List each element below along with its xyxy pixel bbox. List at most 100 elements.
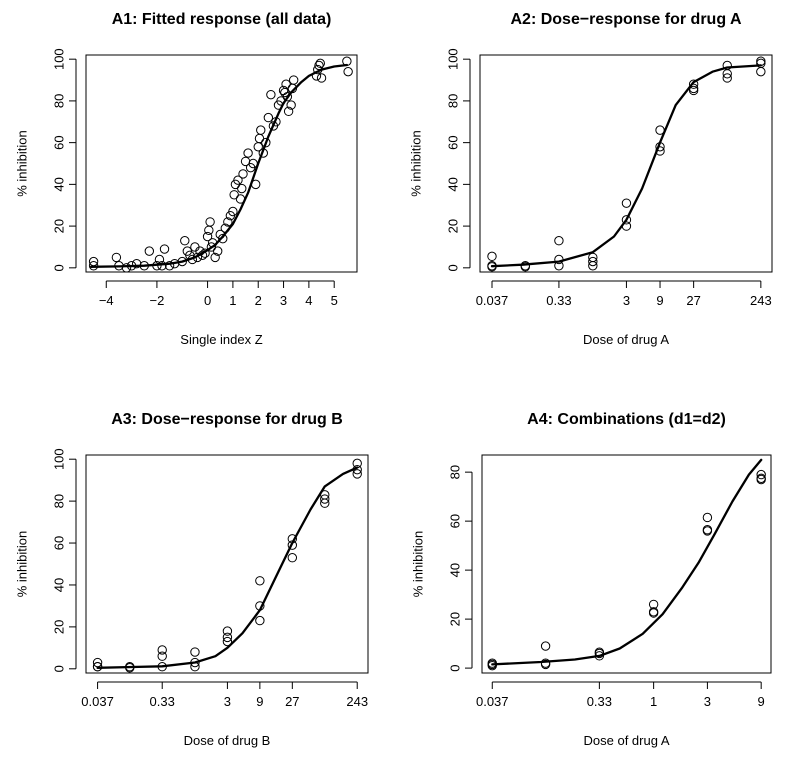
panel-a2: A2: Dose−response for drug A 0.037 0.33 3 9 2… (409, 11, 773, 347)
chart-0-data-point (210, 252, 220, 263)
chart-2-title: A3: Dose−response for drug B (111, 411, 343, 428)
chart-0-data-point (204, 225, 214, 235)
chart-2-data-point (190, 647, 200, 657)
chart-2-data-point (255, 576, 265, 586)
chart-0-data-point (207, 238, 218, 248)
chart-1-x-tick-label: 243 (750, 293, 772, 308)
chart-2-data-point (320, 494, 330, 504)
chart-3-x-tick-label: 3 (704, 694, 711, 709)
chart-0-data-point (263, 112, 274, 123)
chart-2-data-point (222, 632, 233, 643)
chart-0-data-point (235, 194, 246, 204)
chart-1-y-tick-label: 0 (446, 264, 461, 271)
chart-0-y-tick-label: 100 (52, 48, 67, 70)
chart-2-data-point (157, 645, 167, 655)
chart-0-data-point (311, 71, 322, 81)
chart-2-x-tick-label: 27 (285, 694, 299, 709)
chart-1-data-point (621, 221, 632, 231)
chart-1-data-point (487, 261, 497, 271)
chart-0-y-tick-label: 40 (52, 177, 67, 191)
chart-0-data-point (177, 256, 187, 267)
chart-0-x-axis-label: Single index Z (180, 332, 262, 347)
chart-0-data-point (233, 175, 243, 185)
chart-0-data-point (228, 206, 238, 217)
chart-2-x-tick-label: 3 (224, 694, 231, 709)
chart-0-x-tick-label: 1 (229, 293, 236, 308)
chart-0-data-point (316, 73, 327, 83)
chart-2-y-axis-label: % inhibition (15, 531, 30, 598)
chart-0-data-point (192, 252, 203, 263)
chart-0-data-point (288, 75, 299, 85)
chart-0-data-point (205, 217, 215, 227)
chart-2-data-point (125, 663, 135, 673)
chart-2-fitted-curve (96, 466, 359, 669)
chart-0-data-point (313, 64, 323, 75)
chart-3-data-point (487, 660, 497, 671)
chart-0-title: A1: Fitted response (all data) (112, 11, 332, 28)
chart-1-y-tick-label: 80 (446, 94, 461, 108)
chart-1-data-point (588, 256, 598, 267)
chart-0-data-point (266, 89, 276, 100)
chart-0-data-point (220, 223, 230, 233)
chart-3-x-tick-label: 0.037 (476, 694, 509, 709)
chart-1-data-point (554, 254, 564, 265)
chart-2-data-point (190, 657, 200, 668)
chart-3-fitted-curve (491, 458, 763, 666)
chart-3-y-tick-label: 0 (448, 664, 463, 671)
panel-a3: A3: Dose−response for drug B 0.037 0.33 3 9 2… (15, 411, 369, 748)
chart-1-fitted-curve (490, 64, 762, 268)
chart-0-data-point (180, 236, 190, 246)
chart-2-data-point (255, 615, 265, 626)
chart-0-data-point (256, 125, 266, 135)
chart-0-x-tick-label: 4 (305, 293, 312, 308)
chart-2-data-point (352, 464, 362, 475)
chart-0-data-point (159, 244, 170, 254)
chart-0-y-axis-label: % inhibition (15, 130, 30, 197)
chart-0-data-point (111, 252, 122, 263)
chart-2-y-tick-label: 80 (52, 494, 67, 508)
chart-0-data-point (164, 261, 175, 271)
chart-1-y-tick-label: 20 (446, 219, 461, 233)
chart-2-x-axis-label: Dose of drug B (184, 733, 271, 748)
chart-0-data-point (187, 254, 198, 265)
chart-1-data-point (655, 142, 665, 152)
chart-3-x-axis-label: Dose of drug A (584, 733, 670, 748)
chart-2-y-tick-label: 100 (52, 448, 67, 470)
panel-a4: A4: Combinations (d1=d2) 0.037 0.33 1 3 9 0 20 4… (411, 411, 772, 748)
chart-0-data-point (88, 256, 99, 267)
chart-3-y-tick-label: 20 (448, 612, 463, 626)
chart-2-data-point (222, 626, 233, 636)
chart-0-y-tick-label: 60 (52, 135, 67, 149)
chart-3-data-point (648, 608, 659, 618)
chart-0-data-point (144, 246, 155, 256)
chart-1-data-point (621, 215, 632, 225)
chart-0-data-point (286, 100, 296, 110)
chart-2-data-point (287, 534, 298, 544)
chart-3-data-point (594, 651, 605, 661)
chart-2-y-tick-label: 40 (52, 578, 67, 592)
chart-1-x-tick-label: 9 (656, 293, 663, 308)
chart-1-plot-frame (479, 54, 773, 273)
panel-a1: A1: Fitted response (all data) −4 −2 0 1 2 3 4 5… (15, 11, 358, 347)
chart-0-data-point (152, 261, 162, 271)
chart-0-data-point (237, 183, 247, 194)
chart-2-data-point (222, 636, 233, 647)
chart-1-y-axis-label: % inhibition (409, 130, 424, 197)
chart-0-x-tick-label: −2 (150, 293, 165, 308)
chart-1-data-point (722, 73, 732, 83)
chart-0-y-tick-label: 20 (52, 219, 67, 233)
chart-1-x-tick-label: 3 (623, 293, 630, 308)
chart-1-y-tick-label: 40 (446, 177, 461, 191)
chart-1-data-point (655, 125, 665, 135)
chart-1-title: A2: Dose−response for drug A (510, 11, 741, 28)
chart-3-y-tick-label: 80 (448, 465, 463, 479)
chart-1-data-point (756, 66, 766, 77)
chart-0-data-point (223, 217, 233, 227)
chart-0-data-point (126, 261, 137, 271)
chart-0-data-point (213, 246, 223, 256)
chart-2-y-tick-label: 0 (52, 665, 67, 672)
chart-2-x-tick-label: 0.037 (81, 694, 114, 709)
chart-2-data-point (287, 553, 298, 563)
chart-2-y-tick-label: 60 (52, 536, 67, 550)
